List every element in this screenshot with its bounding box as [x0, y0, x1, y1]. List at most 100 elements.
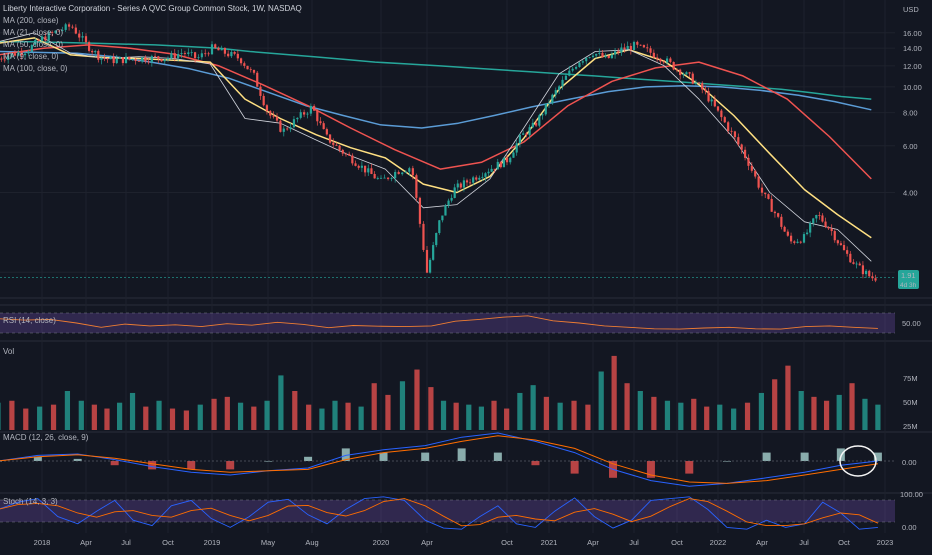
- candle-body: [7, 56, 10, 60]
- grid: [0, 0, 932, 533]
- candle-body: [727, 122, 730, 131]
- annotation-circle: [839, 445, 877, 477]
- candle-body: [94, 50, 97, 53]
- volume-bar: [37, 406, 43, 430]
- time-tick-label[interactable]: Apr: [80, 538, 92, 547]
- volume-label[interactable]: Vol: [3, 347, 14, 356]
- candle-body: [842, 245, 846, 251]
- candle-body: [551, 94, 554, 104]
- time-tick-label[interactable]: 2021: [541, 538, 558, 547]
- volume-bar: [440, 400, 447, 430]
- time-tick-label[interactable]: 2018: [34, 538, 51, 547]
- candle-body: [367, 168, 370, 173]
- candle-body: [531, 122, 534, 128]
- candle-body: [147, 61, 150, 63]
- candle-body: [538, 115, 541, 126]
- candle-body: [351, 155, 354, 164]
- time-tick-label[interactable]: 2019: [204, 538, 221, 547]
- volume-bar: [211, 398, 217, 430]
- volume-bar: [875, 404, 881, 430]
- macd-histogram-bar: [493, 452, 502, 461]
- candle-body: [306, 113, 309, 115]
- volume-bar: [414, 369, 420, 430]
- time-tick-label[interactable]: 2020: [373, 538, 390, 547]
- volume-bar: [453, 402, 459, 430]
- volume-bar: [237, 402, 244, 430]
- candle-body: [87, 42, 91, 51]
- volume-bar: [428, 387, 434, 430]
- candle-body: [472, 177, 475, 183]
- volume-bar: [598, 371, 604, 430]
- rsi-label[interactable]: RSI (14, close): [3, 316, 56, 325]
- candle-body: [632, 41, 636, 50]
- time-tick-label[interactable]: 2022: [710, 538, 727, 547]
- candle-body: [282, 128, 285, 132]
- volume-bar: [129, 392, 136, 430]
- candle-body: [71, 26, 74, 28]
- candle-body: [585, 57, 588, 62]
- time-tick-label[interactable]: Oct: [162, 538, 175, 547]
- rsi-line: [0, 315, 878, 330]
- candle-body: [786, 231, 789, 236]
- candle-body: [604, 55, 607, 58]
- time-tick-label[interactable]: Oct: [838, 538, 851, 547]
- macd-label[interactable]: MACD (12, 26, close, 9): [3, 433, 89, 442]
- candle-body: [252, 69, 256, 73]
- candle-body: [227, 53, 230, 57]
- macd-histogram-bar: [73, 458, 82, 461]
- candle-body: [688, 72, 691, 74]
- time-tick-label[interactable]: Jul: [629, 538, 639, 547]
- candle-body: [383, 177, 386, 179]
- candle-body: [170, 53, 173, 59]
- candle-body: [408, 168, 411, 172]
- volume-bar: [585, 404, 591, 430]
- time-tick-label[interactable]: Apr: [421, 538, 433, 547]
- moving-average-line: [0, 41, 872, 100]
- volume-bar: [78, 400, 84, 430]
- candle-body: [697, 82, 701, 84]
- candle-body: [354, 163, 357, 166]
- volume-bar: [491, 400, 497, 430]
- candle-body: [296, 117, 299, 120]
- stoch-label[interactable]: Stoch (14, 3, 3): [3, 497, 58, 506]
- volume-bar: [371, 383, 377, 430]
- time-tick-label[interactable]: Oct: [501, 538, 514, 547]
- price-tick-label: 4.00: [903, 188, 918, 197]
- candle-body: [210, 44, 214, 55]
- candle-body: [141, 57, 144, 62]
- price-axis[interactable]: USD 1.91 4d 3h: [898, 5, 919, 289]
- macd-histogram-bar: [379, 452, 388, 461]
- candle-body: [502, 157, 506, 168]
- candle-body: [357, 165, 360, 168]
- candle-body: [518, 134, 522, 144]
- time-tick-label[interactable]: Apr: [756, 538, 768, 547]
- time-tick-label[interactable]: 2023: [877, 538, 894, 547]
- candle-body: [588, 57, 591, 58]
- candle-body: [659, 58, 662, 62]
- legend-ma-9[interactable]: MA (9, close, 0): [3, 52, 59, 61]
- volume-bar: [517, 392, 523, 430]
- legend-ma-21[interactable]: MA (21, close, 0): [3, 28, 63, 37]
- candle-body: [262, 95, 265, 106]
- candle-body: [376, 178, 379, 179]
- volume-bar: [758, 392, 765, 430]
- candle-body: [620, 47, 623, 53]
- time-tick-label[interactable]: May: [261, 538, 275, 547]
- candle-body: [481, 176, 484, 178]
- time-tick-label[interactable]: Jul: [799, 538, 809, 547]
- candle-body: [754, 170, 757, 177]
- candle-body: [478, 177, 481, 180]
- volume-bar: [571, 400, 577, 430]
- candle-body: [150, 56, 153, 63]
- legend-ma-200[interactable]: MA (200, close): [3, 16, 59, 25]
- legend-ma-50[interactable]: MA (50, close, 0): [3, 40, 63, 49]
- candle-body: [220, 48, 223, 51]
- candle-body: [313, 105, 316, 111]
- time-tick-label[interactable]: Apr: [587, 538, 599, 547]
- candle-body: [332, 142, 335, 145]
- macd-histogram-bar: [421, 452, 430, 461]
- time-tick-label[interactable]: Jul: [121, 538, 131, 547]
- time-tick-label[interactable]: Aug: [305, 538, 318, 547]
- time-tick-label[interactable]: Oct: [671, 538, 684, 547]
- legend-ma-100[interactable]: MA (100, close, 0): [3, 64, 68, 73]
